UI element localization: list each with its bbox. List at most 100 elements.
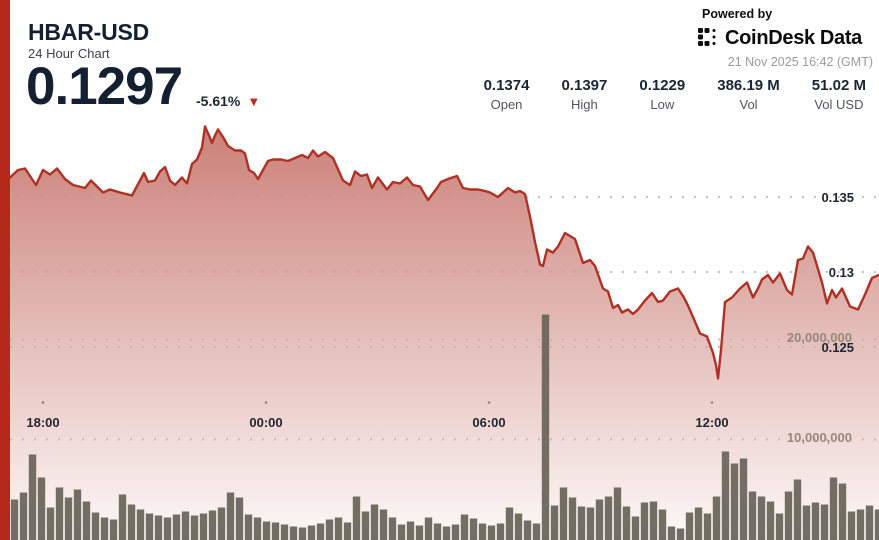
volume-bar [856,509,865,540]
stat-low-value: 0.1229 [639,77,686,94]
price-change-value: -5.61% [196,93,241,109]
volume-bar [154,515,163,540]
volume-bar [109,519,118,540]
brand-name-coindesk: CoinDesk [725,27,815,49]
price-area-fill [10,126,879,540]
y-axis-price-013: 0.13 [828,265,854,280]
volume-bar [334,517,343,540]
volume-bar [388,517,397,540]
volume-bar [577,506,586,540]
stat-vol-value: 386.19 M [717,77,780,94]
volume-bar [478,523,487,540]
x-axis-label-0000: 00:00 [249,415,283,430]
x-axis-label-1800: 18:00 [26,415,60,430]
volume-bar [775,513,784,540]
down-triangle-icon: ▼ [247,94,261,109]
volume-bar [874,509,879,540]
volume-bar [739,458,748,540]
volume-bar [280,524,289,540]
volume-bar [460,514,469,540]
y-axis-volume-10m: 10,000,000 [786,430,852,445]
volume-bar [271,522,280,540]
volume-bar [235,497,244,540]
volume-bar [316,523,325,540]
x-axis-label-1200: 12:00 [695,415,729,430]
chart-subtitle: 24 Hour Chart [28,46,110,61]
volume-bar [181,511,190,540]
volume-bar [793,479,802,540]
stat-vol-label: Vol [739,97,758,112]
volume-bar [676,528,685,540]
stat-open-value: 0.1374 [483,77,530,94]
volume-bar [100,517,109,540]
volume-bar [190,515,199,540]
volume-bar [541,314,550,540]
volume-bar [307,525,316,540]
volume-bar [613,487,622,540]
stat-high-value: 0.1397 [561,77,608,94]
stat-vol: 386.19 M Vol [717,77,780,112]
volume-bar [352,496,361,540]
volume-bar [253,517,262,540]
volume-bar [343,522,352,540]
volume-bar [208,510,217,540]
stat-open-label: Open [490,97,523,112]
volume-bar [424,517,433,540]
volume-bar [514,513,523,540]
volume-bar [505,507,514,540]
volume-bar [64,497,73,540]
volume-bar [397,524,406,540]
volume-bar [244,514,253,540]
ohlcv-stats: 0.1374 Open 0.1397 High 0.1229 Low 386.1… [484,77,866,112]
stat-open: 0.1374 Open [484,77,530,112]
volume-bar [757,496,766,540]
volume-bar [433,523,442,540]
volume-bar [667,526,676,540]
volume-bar [415,525,424,540]
volume-bar [37,477,46,540]
price-line-series [8,125,879,380]
volume-bar [172,514,181,540]
volume-bar [289,526,298,540]
x-axis-label-0600: 06:00 [472,415,506,430]
volume-bar [703,513,712,540]
y-axis-price-0135: 0.135 [821,190,854,205]
volume-bar [451,524,460,540]
volume-bar [379,509,388,540]
volume-bar [865,505,874,540]
volume-bar [838,483,847,540]
coindesk-logo-icon [698,28,719,49]
stat-vol-usd: 51.02 M Vol USD [812,77,866,112]
stat-low-label: Low [650,97,675,112]
volume-bar [658,509,667,540]
volume-bar [730,463,739,540]
volume-bar [136,509,145,540]
volume-bar [586,507,595,540]
volume-bar [631,516,640,540]
volume-bar [361,511,370,540]
volume-bar [46,507,55,540]
volume-bar [559,487,568,540]
hour-tick-dot [264,401,268,404]
volume-bar [604,496,613,540]
y-axis-price-0125: 0.125 [821,340,854,355]
volume-bar [10,499,19,540]
y-axis-volume-20m: 20,000,000 [786,330,852,345]
volume-bar [622,506,631,540]
volume-bar [784,491,793,540]
volume-bar [442,526,451,540]
volume-bar [118,494,127,540]
volume-bar [640,502,649,540]
volume-bar [685,512,694,540]
current-price: 0.1297 [26,57,183,116]
volume-bar [523,520,532,540]
volume-bar [145,513,154,540]
stat-high-label: High [571,97,598,112]
volume-bar [298,527,307,540]
volume-bar [127,504,136,540]
volume-bar [91,512,100,540]
stat-low: 0.1229 Low [639,77,685,112]
volume-bar [163,517,172,540]
hour-tick-dot [487,401,491,404]
